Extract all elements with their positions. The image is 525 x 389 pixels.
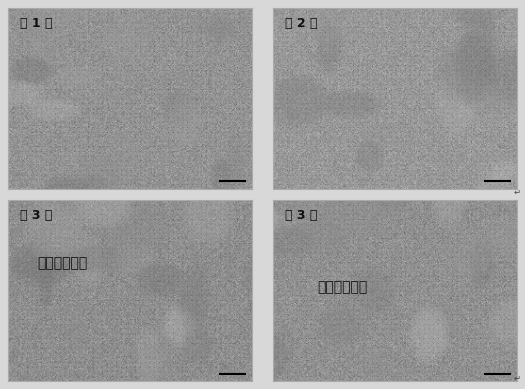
Text: ↵: ↵	[514, 188, 521, 197]
Text: 第 3 段: 第 3 段	[285, 209, 318, 223]
Text: 第 1 段: 第 1 段	[20, 17, 52, 30]
Text: 聚并成为油膜: 聚并成为油膜	[317, 280, 367, 294]
Text: 第 3 段: 第 3 段	[20, 209, 52, 223]
Text: 聚并成为油带: 聚并成为油带	[37, 257, 88, 271]
Text: ↵: ↵	[514, 374, 521, 383]
Text: 第 2 段: 第 2 段	[285, 17, 318, 30]
